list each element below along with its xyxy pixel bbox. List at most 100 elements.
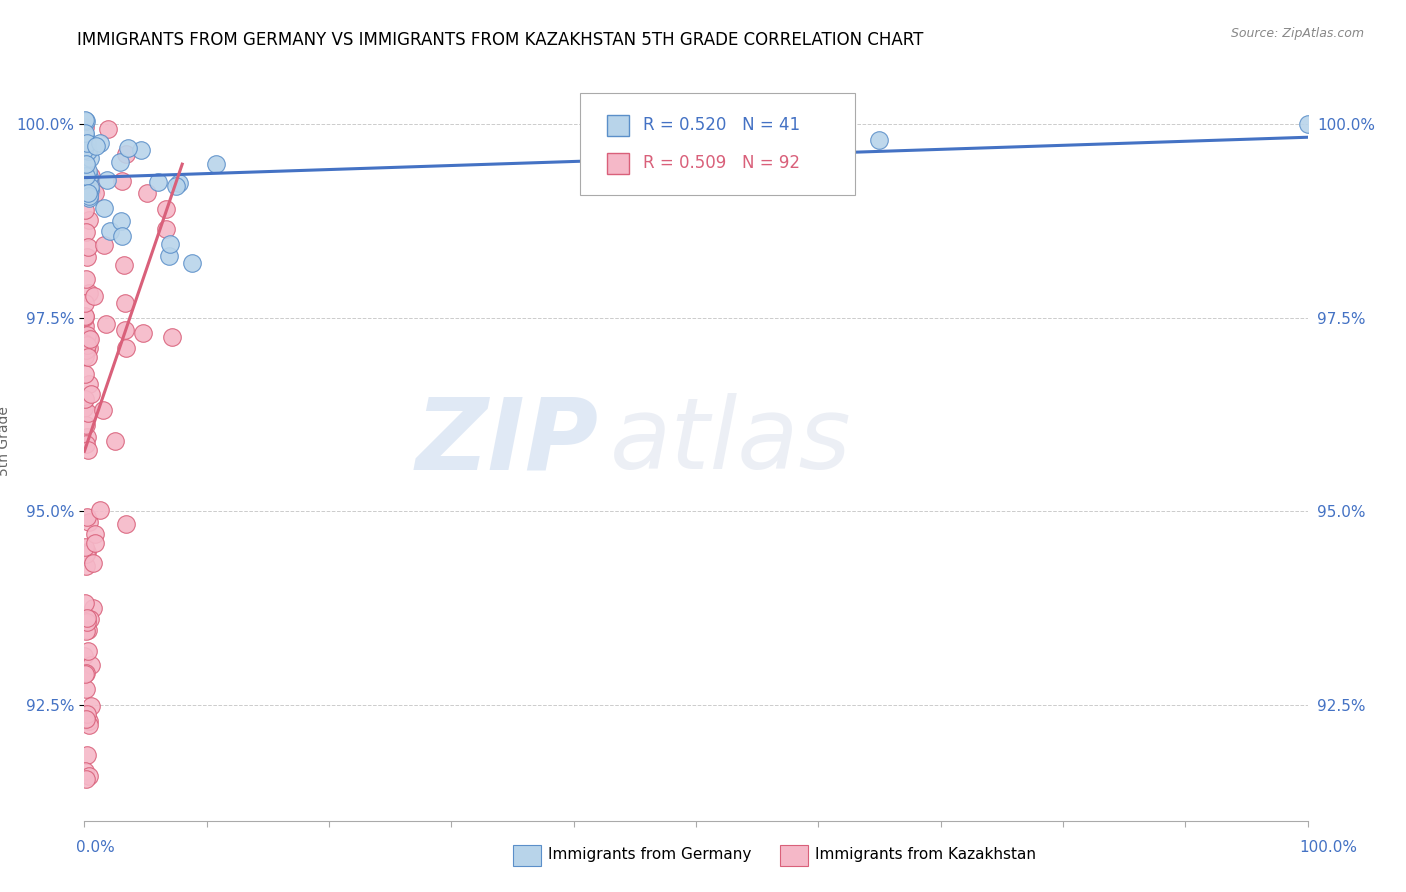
Text: 0.0%: 0.0% bbox=[76, 840, 115, 855]
Point bbox=[75, 712, 97, 726]
Point bbox=[77, 769, 100, 783]
Point bbox=[73, 666, 96, 681]
Point bbox=[73, 367, 96, 381]
Point bbox=[76, 171, 98, 186]
Point bbox=[84, 186, 107, 201]
Point bbox=[76, 328, 98, 343]
Point bbox=[89, 503, 111, 517]
Point bbox=[73, 336, 96, 351]
Text: ZIP: ZIP bbox=[415, 393, 598, 490]
Text: atlas: atlas bbox=[610, 393, 852, 490]
Text: Immigrants from Kazakhstan: Immigrants from Kazakhstan bbox=[815, 847, 1036, 862]
Point bbox=[75, 343, 97, 357]
Point bbox=[97, 122, 120, 136]
Point bbox=[93, 201, 115, 215]
Point bbox=[75, 624, 97, 638]
Point bbox=[75, 310, 97, 324]
Point bbox=[75, 547, 97, 561]
Point bbox=[76, 171, 98, 186]
Point bbox=[75, 157, 97, 171]
Point bbox=[80, 185, 103, 199]
Point bbox=[75, 114, 97, 128]
FancyBboxPatch shape bbox=[606, 115, 628, 136]
Point bbox=[80, 169, 103, 183]
Point bbox=[132, 326, 155, 340]
Point bbox=[155, 202, 177, 217]
Point bbox=[73, 295, 96, 310]
Point bbox=[75, 120, 97, 134]
Point bbox=[77, 350, 100, 364]
Point bbox=[77, 169, 100, 184]
Point bbox=[73, 349, 96, 363]
Point bbox=[77, 145, 100, 159]
Point bbox=[73, 143, 96, 157]
Point bbox=[115, 341, 138, 355]
Point bbox=[73, 649, 96, 664]
Point bbox=[75, 128, 97, 142]
FancyBboxPatch shape bbox=[606, 153, 628, 174]
Point bbox=[76, 337, 98, 351]
Y-axis label: 5th Grade: 5th Grade bbox=[0, 407, 11, 476]
Point bbox=[110, 213, 132, 227]
Point bbox=[112, 259, 135, 273]
Point bbox=[129, 144, 152, 158]
Point bbox=[114, 147, 136, 161]
Point bbox=[75, 682, 97, 697]
Text: R = 0.509   N = 92: R = 0.509 N = 92 bbox=[644, 154, 800, 172]
Point bbox=[114, 296, 136, 310]
Point bbox=[159, 236, 181, 251]
Point bbox=[93, 237, 115, 252]
Point bbox=[80, 698, 103, 713]
Point bbox=[76, 186, 98, 201]
Point bbox=[79, 175, 101, 189]
Point bbox=[80, 386, 103, 401]
Point bbox=[75, 559, 97, 574]
Point bbox=[84, 139, 107, 153]
Point bbox=[77, 718, 100, 732]
Point bbox=[76, 615, 98, 630]
Point bbox=[75, 225, 97, 239]
Point bbox=[73, 178, 96, 192]
Point bbox=[77, 191, 100, 205]
Point bbox=[83, 527, 105, 541]
Point bbox=[157, 249, 180, 263]
Point bbox=[73, 318, 96, 333]
FancyBboxPatch shape bbox=[579, 93, 855, 195]
Point bbox=[76, 611, 98, 625]
Point bbox=[79, 151, 101, 165]
Point bbox=[76, 436, 98, 450]
Point bbox=[167, 176, 190, 190]
Point bbox=[115, 516, 138, 531]
Point bbox=[160, 329, 183, 343]
Point bbox=[77, 443, 100, 458]
Point bbox=[108, 155, 131, 169]
Point bbox=[155, 222, 177, 236]
Point bbox=[76, 747, 98, 762]
Point bbox=[73, 170, 96, 185]
Point bbox=[93, 402, 115, 417]
Point bbox=[73, 401, 96, 416]
Point bbox=[77, 406, 100, 420]
Point bbox=[165, 178, 187, 193]
Text: Source: ZipAtlas.com: Source: ZipAtlas.com bbox=[1230, 27, 1364, 40]
Point bbox=[76, 136, 98, 151]
Point bbox=[75, 203, 97, 218]
Point bbox=[111, 174, 134, 188]
Point bbox=[82, 601, 104, 615]
Point bbox=[77, 377, 100, 392]
Point bbox=[75, 272, 97, 286]
Point bbox=[96, 173, 118, 187]
Point bbox=[77, 212, 100, 227]
Point bbox=[73, 764, 96, 778]
Point bbox=[79, 332, 101, 346]
Point bbox=[77, 286, 100, 301]
Point bbox=[76, 430, 98, 444]
Point bbox=[869, 133, 891, 147]
Point bbox=[75, 156, 97, 170]
Point bbox=[146, 175, 169, 189]
Point bbox=[75, 392, 97, 407]
Point bbox=[73, 712, 96, 726]
Point bbox=[114, 323, 136, 337]
Point bbox=[1296, 117, 1319, 131]
Text: Immigrants from Germany: Immigrants from Germany bbox=[548, 847, 752, 862]
